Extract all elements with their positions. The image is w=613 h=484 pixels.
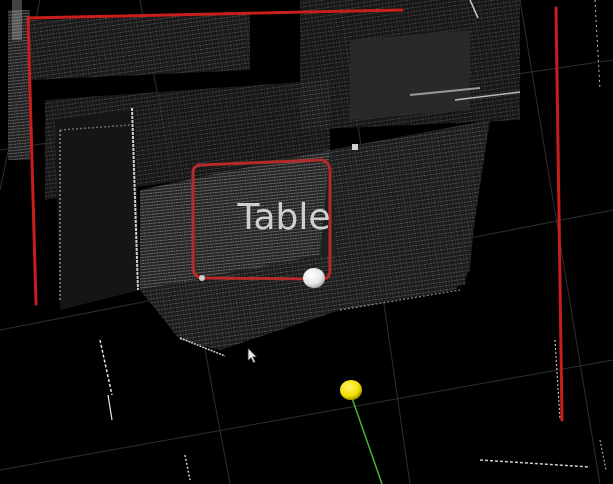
yellow-marker-sphere[interactable] — [340, 380, 362, 400]
room-boundary — [26, 6, 564, 422]
table-annotation[interactable]: Table — [191, 158, 332, 282]
origin-axis — [351, 397, 383, 484]
point-cloud-floor — [99, 0, 607, 481]
mouse-cursor-icon — [247, 347, 258, 364]
white-marker-sphere[interactable] — [303, 268, 325, 288]
table-label: Table — [236, 197, 330, 238]
